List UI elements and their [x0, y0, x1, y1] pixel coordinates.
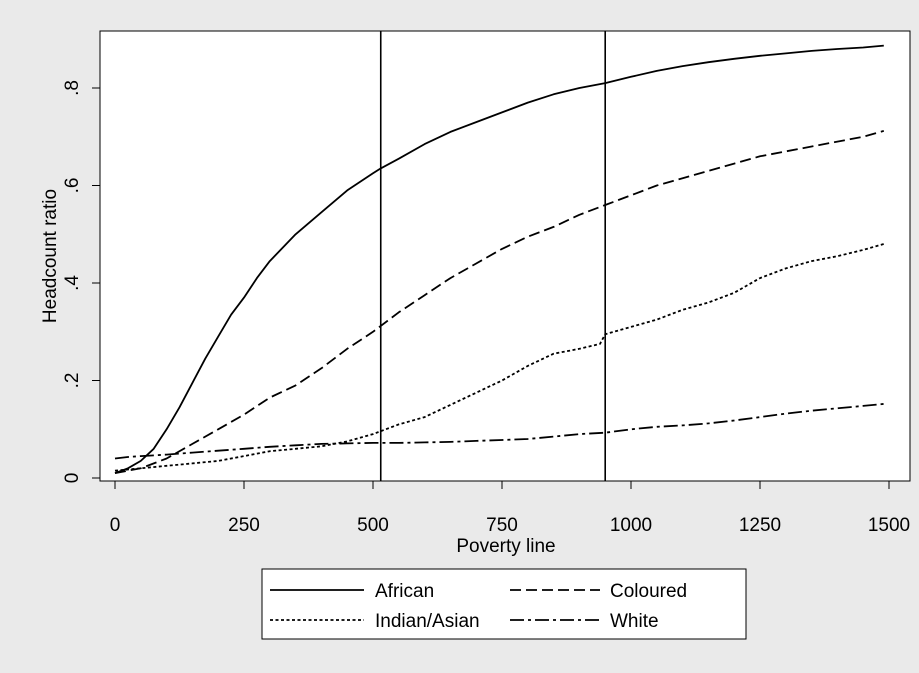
y-tick-label-3: .6 — [62, 178, 83, 194]
x-tick-label-3: 750 — [486, 515, 518, 536]
legend-label-white: White — [610, 611, 659, 632]
x-axis-title: Poverty line — [456, 536, 555, 557]
x-tick-label-4: 1000 — [610, 515, 652, 536]
legend-label-indian-asian: Indian/Asian — [375, 611, 480, 632]
x-tick-label-5: 1250 — [739, 515, 781, 536]
legend: African Coloured Indian/Asian White — [261, 568, 747, 640]
y-tick-label-4: .8 — [62, 80, 83, 96]
legend-label-coloured: Coloured — [610, 581, 687, 602]
series-line-indian-asian — [114, 243, 885, 472]
plot-area — [99, 30, 911, 482]
series-line-coloured — [114, 130, 885, 474]
y-tick-label-2: .4 — [62, 275, 83, 291]
series-line-african — [114, 44, 884, 474]
x-tick-label-1: 250 — [228, 515, 260, 536]
x-tick-label-0: 0 — [110, 515, 121, 536]
y-tick-label-1: .2 — [62, 373, 83, 389]
legend-label-african: African — [375, 581, 434, 602]
y-tick-label-0: 0 — [62, 473, 83, 484]
series-line-white — [114, 403, 884, 460]
x-tick-label-2: 500 — [357, 515, 389, 536]
x-tick-label-6: 1500 — [868, 515, 910, 536]
y-axis-title: Headcount ratio — [40, 189, 61, 323]
legend-box — [261, 568, 747, 640]
